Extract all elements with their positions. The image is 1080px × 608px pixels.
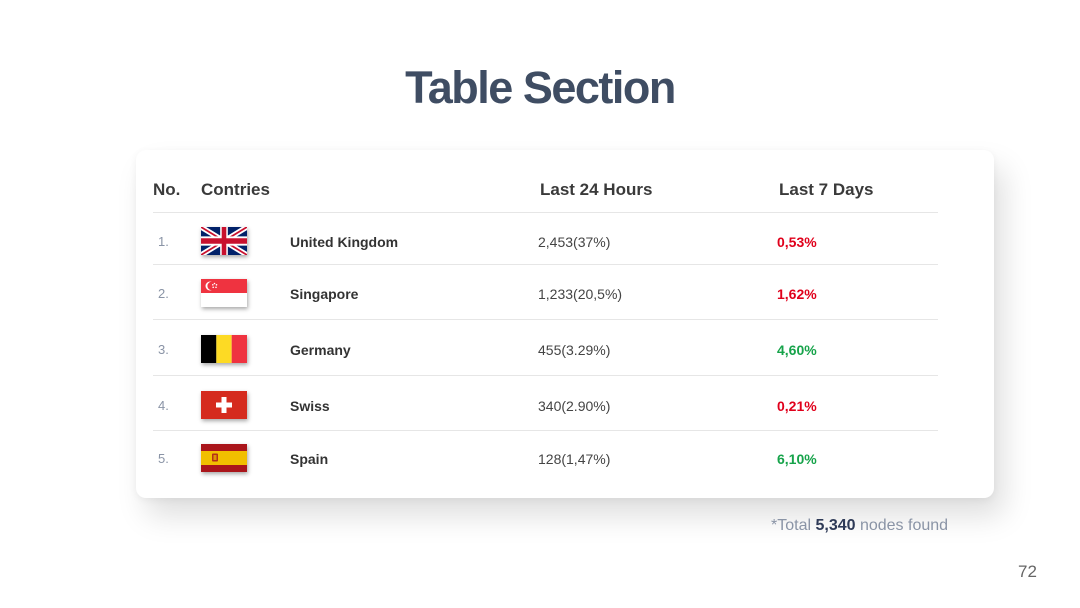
swiss-flag-icon	[201, 391, 247, 419]
footnote-prefix: *Total	[771, 517, 816, 534]
uk-flag-icon	[201, 227, 247, 255]
header-last-24-hours: Last 24 Hours	[540, 180, 653, 199]
row-divider	[153, 264, 938, 265]
footnote-total-value: 5,340	[815, 517, 856, 534]
table-row: 1. United Kingdom 2,453(37%) 0,53%	[0, 227, 1080, 257]
country-name: Spain	[290, 451, 329, 467]
singapore-flag-icon	[201, 279, 247, 307]
last-24-hours-value: 455(3.29%)	[538, 342, 611, 358]
table-card	[136, 150, 994, 498]
row-number: 1.	[158, 234, 169, 249]
country-name: United Kingdom	[290, 234, 399, 250]
country-name: Germany	[290, 342, 351, 358]
row-number: 4.	[158, 398, 169, 413]
last-24-hours-value: 2,453(37%)	[538, 234, 611, 250]
header-country: Contries	[201, 180, 270, 199]
last-24-hours-value: 340(2.90%)	[538, 398, 611, 414]
header-divider	[153, 212, 938, 213]
page-number: 72	[1018, 562, 1037, 581]
country-name: Swiss	[290, 398, 330, 414]
last-7-days-value: 0,21%	[777, 398, 817, 414]
last-7-days-value: 1,62%	[777, 286, 817, 302]
spain-flag-icon	[201, 444, 247, 472]
table-row: 5. Spain 128(1,47%) 6,10%	[0, 444, 1080, 474]
row-number: 2.	[158, 286, 169, 301]
total-footnote: *Total 5,340 nodes found	[771, 517, 948, 535]
page-title: Table Section	[405, 62, 676, 113]
footnote-suffix: nodes found	[855, 517, 949, 534]
belgium-flag-icon	[201, 335, 247, 363]
country-name: Singapore	[290, 286, 359, 302]
table-row: 3. Germany 455(3.29%) 4,60%	[0, 335, 1080, 365]
header-last-7-days: Last 7 Days	[779, 180, 874, 199]
last-24-hours-value: 1,233(20,5%)	[538, 286, 623, 302]
table-row: 2. Singapore 1,233(20,5%) 1,62%	[0, 279, 1080, 309]
last-7-days-value: 4,60%	[777, 342, 817, 358]
header-no: No.	[153, 180, 181, 199]
row-number: 5.	[158, 451, 169, 466]
row-divider	[153, 430, 938, 431]
last-7-days-value: 0,53%	[777, 234, 817, 250]
last-24-hours-value: 128(1,47%)	[538, 451, 611, 467]
row-number: 3.	[158, 342, 169, 357]
table-row: 4. Swiss 340(2.90%) 0,21%	[0, 391, 1080, 421]
last-7-days-value: 6,10%	[777, 451, 817, 467]
row-divider	[153, 375, 938, 376]
row-divider	[153, 319, 938, 320]
